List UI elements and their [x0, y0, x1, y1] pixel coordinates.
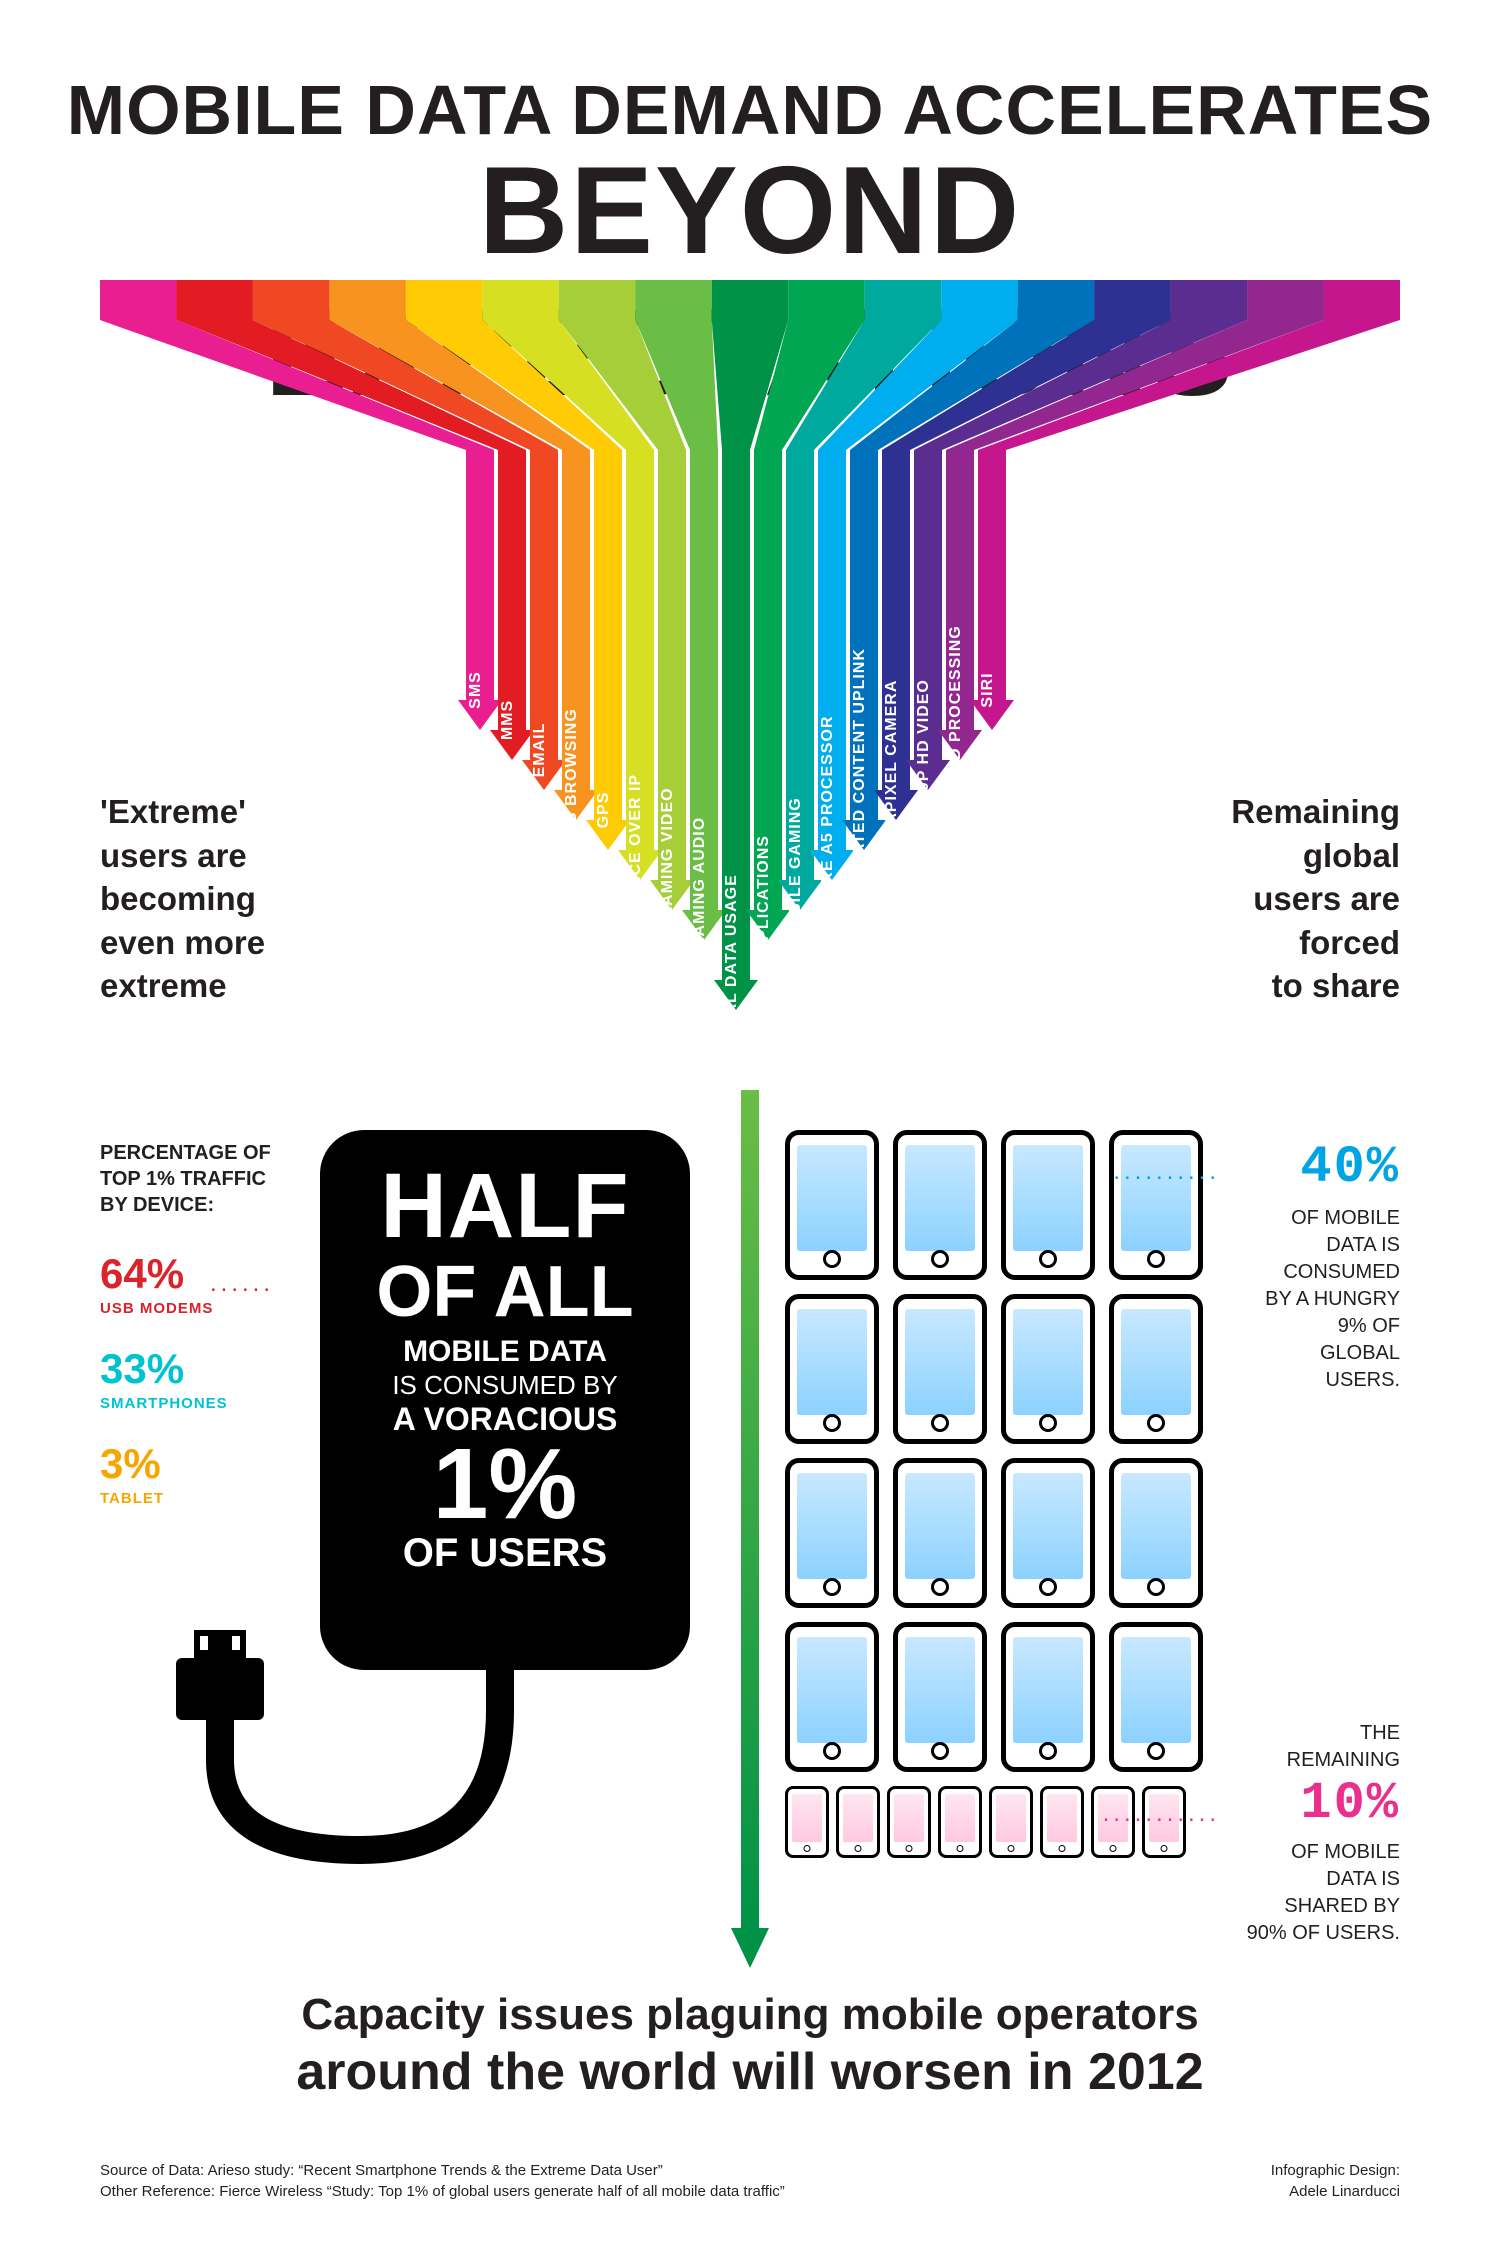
phone-icon — [893, 1622, 987, 1772]
bottom-line2: around the world will worsen in 2012 — [0, 2042, 1500, 2102]
arrow-label: 8-MEGAPIXEL CAMERA — [883, 680, 900, 881]
stat-40: 40% OF MOBILEDATA ISCONSUMEDBY A HUNGRY9… — [1265, 1138, 1400, 1394]
center-arrow — [731, 1090, 769, 1970]
phone-icon — [893, 1294, 987, 1444]
smartphones-pct: 33% — [100, 1345, 184, 1393]
phone-icon — [1109, 1130, 1203, 1280]
tablet-label: TABLET — [100, 1490, 164, 1507]
usb-mobile: MOBILE DATA — [346, 1336, 664, 1368]
stat-40-text: OF MOBILEDATA ISCONSUMEDBY A HUNGRY9% OF… — [1265, 1205, 1400, 1394]
small-phone-icon — [989, 1786, 1033, 1858]
phone-icon — [1109, 1294, 1203, 1444]
arrow-label: GLOBAL DATA USAGE — [723, 874, 740, 1066]
side-text-right: Remainingglobalusers areforcedto share — [1231, 790, 1400, 1008]
usb-users: OF USERS — [346, 1532, 664, 1574]
arrow-label: STREAMING VIDEO — [659, 787, 676, 952]
arrow-label: MMS — [499, 700, 516, 740]
arrow-label: DUAL-CORE A5 PROCESSOR — [819, 716, 836, 965]
phone-icon — [1109, 1622, 1203, 1772]
rainbow-arrows: SMS MMS EMAIL WEB BROWSING GPS VOICE OVER IP S… — [100, 280, 1400, 1120]
small-phone-icon — [836, 1786, 880, 1858]
dots-10: ........... — [1103, 1800, 1220, 1828]
small-phone-icon — [785, 1786, 829, 1858]
arrow-label: APPLICATIONS — [755, 835, 772, 965]
side-text-left: 'Extreme'users arebecomingeven moreextre… — [100, 790, 265, 1008]
phone-icon — [785, 1130, 879, 1280]
phone-icon — [893, 1458, 987, 1608]
phone-icon — [893, 1130, 987, 1280]
phone-icon — [1001, 1130, 1095, 1280]
small-phone-icon — [1040, 1786, 1084, 1858]
stat-10-pre: THEREMAINING — [1247, 1720, 1400, 1774]
arrow-label: GPS — [595, 792, 612, 829]
phone-icon — [785, 1294, 879, 1444]
footer-sources: Source of Data: Arieso study: “Recent Sm… — [100, 2160, 785, 2202]
phone-icon — [1001, 1294, 1095, 1444]
phone-icon — [785, 1622, 879, 1772]
device-pct-heading: PERCENTAGE OFTOP 1% TRAFFICBY DEVICE: — [100, 1140, 271, 1218]
phone-icon — [1001, 1622, 1095, 1772]
phone-icon — [785, 1458, 879, 1608]
dots-64: ...... — [210, 1270, 274, 1298]
bottom-line1: Capacity issues plaguing mobile operator… — [0, 1990, 1500, 2040]
arrow-label: iCLOUD PROCESSING — [947, 625, 964, 814]
arrow-label: USER-GENERATED CONTENT UPLINK — [851, 648, 868, 972]
phone-icon — [1001, 1458, 1095, 1608]
footer-design: Infographic Design: Adele Linarducci — [1271, 2160, 1400, 2202]
usb-modems-label: USB MODEMS — [100, 1300, 213, 1317]
arrow-label: MOBILE GAMING — [787, 797, 804, 942]
stat-10: THEREMAINING 10% OF MOBILEDATA ISSHARED … — [1247, 1720, 1400, 1947]
usb-device: HALF OF ALL MOBILE DATA IS CONSUMED BY A… — [320, 1130, 690, 1670]
footer-design1: Infographic Design: — [1271, 2160, 1400, 2181]
small-phone-icon — [887, 1786, 931, 1858]
arrow-label: WEB BROWSING — [563, 708, 580, 852]
arrow-label: SIRI — [979, 672, 996, 707]
arrow-label: STREAMING AUDIO — [691, 817, 708, 983]
usb-consumed: IS CONSUMED BY — [346, 1372, 664, 1399]
footer-src1: Source of Data: Arieso study: “Recent Sm… — [100, 2160, 785, 2181]
usb-ofall: OF ALL — [346, 1255, 664, 1331]
phone-icon — [1109, 1458, 1203, 1608]
tablet-pct: 3% — [100, 1440, 161, 1488]
phone-grid — [785, 1130, 1205, 1858]
title-line1: MOBILE DATA DEMAND ACCELERATES — [0, 70, 1500, 150]
arrow-label: EMAIL — [531, 723, 548, 778]
usb-cable — [160, 1630, 720, 1950]
arrow-label: VOICE OVER IP — [627, 774, 644, 906]
arrow-label: 1080P HD VIDEO — [915, 679, 932, 821]
smartphones-label: SMARTPHONES — [100, 1395, 228, 1412]
usb-half: HALF — [346, 1158, 664, 1255]
usb-pct: 1% — [346, 1437, 664, 1532]
arrow-label: SMS — [467, 671, 484, 709]
small-phone-icon — [938, 1786, 982, 1858]
stat-40-pct: 40% — [1265, 1138, 1400, 1197]
footer-src2: Other Reference: Fierce Wireless “Study:… — [100, 2181, 785, 2202]
footer-design2: Adele Linarducci — [1271, 2181, 1400, 2202]
stat-10-text: OF MOBILEDATA ISSHARED BY90% OF USERS. — [1247, 1839, 1400, 1947]
usb-modems-pct: 64% — [100, 1250, 184, 1298]
dots-40: .......... — [1113, 1158, 1220, 1186]
stat-10-pct: 10% — [1247, 1774, 1400, 1833]
